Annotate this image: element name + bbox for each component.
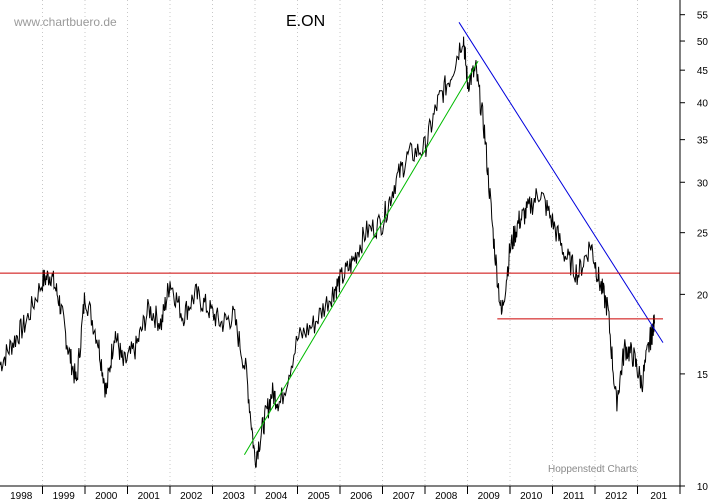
watermark-text: www.chartbuero.de xyxy=(13,15,117,29)
y-tick-label: 25 xyxy=(697,229,709,240)
x-tick-label: 1999 xyxy=(53,491,76,502)
series-layer xyxy=(0,22,680,468)
x-tick-label: 2005 xyxy=(308,491,331,502)
y-tick-label: 45 xyxy=(697,66,709,77)
x-tick-label: 2012 xyxy=(605,491,628,502)
x-tick-label: 201 xyxy=(650,491,667,502)
x-tick-label: 2000 xyxy=(95,491,118,502)
y-tick-label: 10 xyxy=(697,482,709,493)
y-axis-ticks: 10 15 20 25 30 35 40 45 50 55 xyxy=(680,11,708,493)
x-tick-label: 2011 xyxy=(563,491,585,502)
x-tick-label: 2007 xyxy=(393,491,416,502)
x-tick-label: 2004 xyxy=(265,491,288,502)
downtrend-line xyxy=(458,22,664,343)
x-tick-label: 2006 xyxy=(350,491,373,502)
x-tick-label: 2010 xyxy=(520,491,543,502)
chart-credit: Hoppenstedt Charts xyxy=(548,464,637,475)
x-tick-label: 2003 xyxy=(223,491,246,502)
y-tick-label: 15 xyxy=(697,370,709,381)
x-tick-label: 1998 xyxy=(10,491,33,502)
x-tick-label: 2002 xyxy=(180,491,203,502)
y-tick-label: 35 xyxy=(697,136,709,147)
x-axis-ticks: 1998 1999 2000 2001 2002 2003 2004 2005 2006 2007… xyxy=(10,486,681,502)
uptrend-line xyxy=(243,60,479,455)
x-tick-label: 2008 xyxy=(435,491,458,502)
y-tick-label: 55 xyxy=(697,11,709,22)
y-tick-label: 20 xyxy=(697,290,709,301)
x-tick-label: 2009 xyxy=(478,491,501,502)
y-tick-label: 50 xyxy=(697,37,709,48)
y-tick-label: 30 xyxy=(697,178,709,189)
price-line xyxy=(0,36,655,468)
chart-title: E.ON xyxy=(286,13,325,30)
y-tick-label: 40 xyxy=(697,99,709,110)
x-tick-label: 2001 xyxy=(138,491,161,502)
